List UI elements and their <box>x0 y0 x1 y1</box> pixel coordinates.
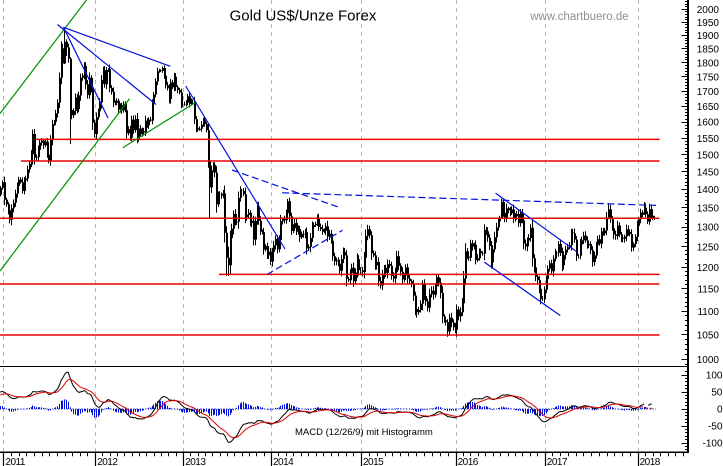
svg-text:1650: 1650 <box>697 102 720 113</box>
svg-text:1550: 1550 <box>697 134 720 145</box>
svg-text:Gold US$/Unze Forex: Gold US$/Unze Forex <box>230 8 377 25</box>
svg-text:1800: 1800 <box>697 58 720 69</box>
svg-text:1950: 1950 <box>697 18 720 29</box>
svg-text:1250: 1250 <box>697 242 720 253</box>
svg-text:1100: 1100 <box>697 307 719 318</box>
svg-text:1400: 1400 <box>697 185 720 196</box>
svg-text:2015: 2015 <box>363 457 384 466</box>
svg-text:50: 50 <box>711 388 723 399</box>
svg-text:1000: 1000 <box>697 355 720 366</box>
svg-text:1350: 1350 <box>697 204 720 215</box>
svg-text:1500: 1500 <box>697 150 720 161</box>
svg-text:1450: 1450 <box>697 168 720 179</box>
svg-text:1750: 1750 <box>697 73 720 84</box>
svg-text:1900: 1900 <box>697 31 720 42</box>
svg-text:2011: 2011 <box>5 457 25 466</box>
svg-text:1200: 1200 <box>697 263 720 274</box>
svg-text:1050: 1050 <box>697 331 720 342</box>
svg-text:-50: -50 <box>708 422 723 433</box>
svg-text:www.chartbuero.de: www.chartbuero.de <box>529 11 628 23</box>
svg-text:-100: -100 <box>702 439 722 450</box>
svg-text:1700: 1700 <box>697 87 720 98</box>
svg-text:2018: 2018 <box>640 457 661 466</box>
svg-text:2016: 2016 <box>458 457 479 466</box>
svg-text:2013: 2013 <box>185 457 206 466</box>
svg-text:2012: 2012 <box>97 457 118 466</box>
svg-text:0: 0 <box>717 405 723 416</box>
svg-text:1300: 1300 <box>697 223 720 234</box>
svg-text:1150: 1150 <box>697 285 719 296</box>
svg-text:100: 100 <box>706 371 723 382</box>
svg-text:2014: 2014 <box>273 457 294 466</box>
svg-text:1600: 1600 <box>697 118 720 129</box>
svg-text:MACD (12/26/9) mit Histogramm: MACD (12/26/9) mit Histogramm <box>295 427 433 438</box>
svg-text:2000: 2000 <box>697 5 720 16</box>
svg-text:2017: 2017 <box>547 457 568 466</box>
svg-text:1850: 1850 <box>697 44 720 55</box>
